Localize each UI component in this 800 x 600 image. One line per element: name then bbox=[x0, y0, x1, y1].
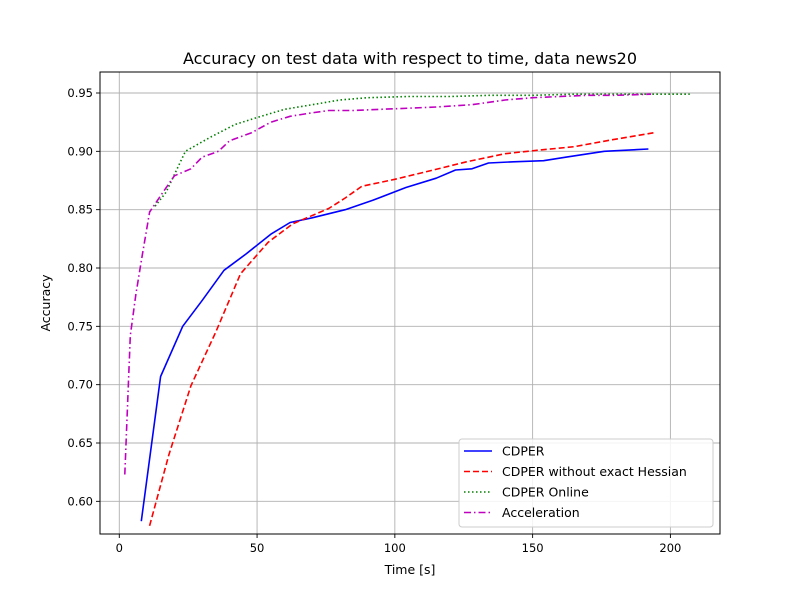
x-tick-label: 200 bbox=[659, 541, 681, 555]
series-line bbox=[124, 93, 652, 475]
legend-label: CDPER without exact Hessian bbox=[502, 464, 687, 479]
y-tick-label: 0.60 bbox=[67, 494, 93, 508]
y-tick-label: 0.85 bbox=[67, 203, 93, 217]
x-tick-label: 0 bbox=[116, 541, 123, 555]
axes bbox=[99, 71, 721, 535]
x-tick-label: 50 bbox=[250, 541, 265, 555]
y-axis-label: Accuracy bbox=[38, 274, 53, 332]
legend-label: CDPER Online bbox=[502, 485, 589, 500]
chart-title: Accuracy on test data with respect to ti… bbox=[183, 49, 637, 68]
legend-box bbox=[458, 438, 714, 528]
x-axis-label: Time [s] bbox=[384, 562, 436, 577]
legend-label: Acceleration bbox=[502, 505, 580, 520]
y-tick-label: 0.80 bbox=[67, 261, 93, 275]
series-line bbox=[154, 93, 690, 207]
y-tick-label: 0.65 bbox=[67, 436, 93, 450]
y-tick-label: 0.90 bbox=[67, 144, 93, 158]
x-tick-label: 100 bbox=[384, 541, 406, 555]
y-tick-label: 0.70 bbox=[67, 378, 93, 392]
y-tick-label: 0.95 bbox=[67, 86, 93, 100]
series-line bbox=[140, 148, 649, 522]
ticks: 0 50 100 150 200 0.60 0.65 0.70 0.75 0.80 0.85 0.90… bbox=[67, 86, 681, 555]
legend-label: CDPER bbox=[502, 444, 545, 459]
grid bbox=[100, 72, 720, 534]
series-lines bbox=[124, 93, 690, 527]
y-tick-label: 0.75 bbox=[67, 319, 93, 333]
legend: CDPER CDPER without exact Hessian CDPER On… bbox=[458, 438, 714, 528]
series-line bbox=[148, 131, 655, 527]
x-tick-label: 150 bbox=[522, 541, 544, 555]
plot-frame bbox=[99, 71, 721, 535]
